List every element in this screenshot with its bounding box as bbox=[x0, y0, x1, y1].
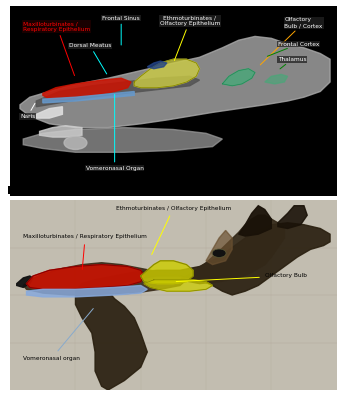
Text: Olfactory
Bulb / Cortex: Olfactory Bulb / Cortex bbox=[260, 17, 323, 65]
Polygon shape bbox=[212, 48, 320, 103]
Text: Vomeronasal Organ: Vomeronasal Organ bbox=[86, 94, 143, 170]
Polygon shape bbox=[134, 59, 200, 88]
Polygon shape bbox=[206, 230, 232, 265]
Circle shape bbox=[64, 136, 87, 150]
Polygon shape bbox=[39, 126, 82, 137]
Text: Ethmoturbinates /
Olfactory Epithelium: Ethmoturbinates / Olfactory Epithelium bbox=[159, 16, 220, 60]
Circle shape bbox=[213, 250, 225, 257]
Polygon shape bbox=[27, 265, 144, 289]
Polygon shape bbox=[141, 261, 193, 284]
Text: Olfactory Bulb: Olfactory Bulb bbox=[176, 274, 307, 282]
Polygon shape bbox=[144, 280, 212, 291]
Polygon shape bbox=[23, 128, 222, 152]
Text: Maxilloturbinates /
Respiratory Epithelium: Maxilloturbinates / Respiratory Epitheli… bbox=[23, 21, 90, 76]
Text: Ethmoturbinates / Olfactory Epithelium: Ethmoturbinates / Olfactory Epithelium bbox=[116, 206, 231, 254]
Polygon shape bbox=[43, 92, 134, 103]
Polygon shape bbox=[180, 215, 284, 284]
Polygon shape bbox=[23, 263, 186, 295]
Text: A: A bbox=[7, 0, 16, 2]
Polygon shape bbox=[278, 206, 307, 228]
Text: Maxilloturbinates / Respiratory Epithelium: Maxilloturbinates / Respiratory Epitheli… bbox=[23, 234, 147, 270]
Polygon shape bbox=[20, 36, 330, 128]
Text: Naris: Naris bbox=[20, 104, 35, 119]
Polygon shape bbox=[27, 286, 147, 297]
Polygon shape bbox=[147, 61, 167, 69]
Text: Frontal Sinus: Frontal Sinus bbox=[102, 16, 140, 45]
Text: Thalamus: Thalamus bbox=[278, 57, 306, 69]
Polygon shape bbox=[36, 107, 63, 118]
Text: Vomeronasal organ: Vomeronasal organ bbox=[23, 308, 93, 361]
Polygon shape bbox=[75, 223, 330, 390]
Text: B: B bbox=[7, 186, 15, 196]
Polygon shape bbox=[239, 206, 271, 236]
Text: Frontal Cortex: Frontal Cortex bbox=[267, 42, 319, 56]
Polygon shape bbox=[265, 74, 288, 84]
Polygon shape bbox=[17, 276, 33, 287]
Text: Dorsal Meatus: Dorsal Meatus bbox=[69, 43, 111, 74]
Polygon shape bbox=[43, 78, 131, 99]
Polygon shape bbox=[222, 69, 255, 86]
Polygon shape bbox=[36, 76, 200, 107]
